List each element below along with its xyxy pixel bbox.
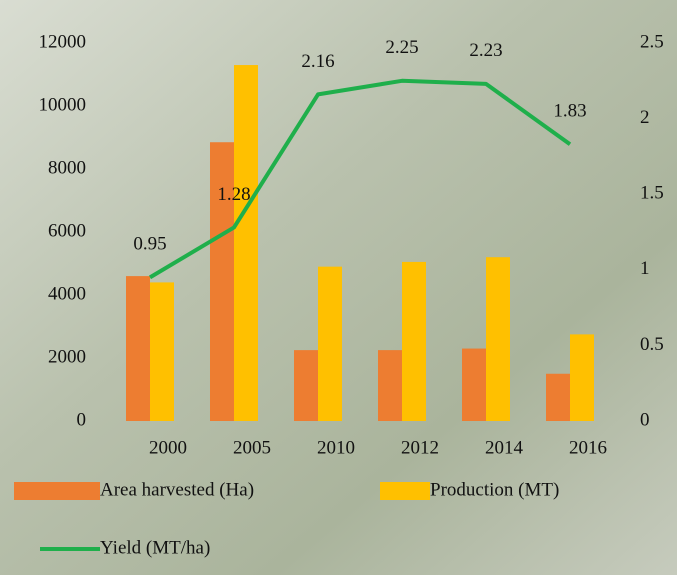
y2-tick-label: 0 [640,409,650,430]
y-tick-label: 8000 [48,157,86,178]
data-label: 2.23 [469,40,502,61]
bar [570,334,594,421]
x-tick-label: 2010 [317,437,355,458]
legend-label: Area harvested (Ha) [100,479,254,500]
data-label: 2.16 [301,51,334,72]
legend-label: Yield (MT/ha) [100,537,210,558]
y2-tick-label: 2 [640,107,650,128]
y-tick-label: 6000 [48,220,86,241]
x-tick-label: 2016 [569,437,607,458]
y2-tick-label: 2.5 [640,31,664,52]
x-tick-label: 2000 [149,437,187,458]
data-label: 2.25 [385,37,418,58]
y-tick-label: 4000 [48,283,86,304]
x-tick-label: 2014 [485,437,524,458]
y-tick-label: 10000 [39,94,87,115]
data-label: 0.95 [133,234,166,255]
data-label: 1.28 [217,184,250,205]
y2-tick-label: 1 [640,258,650,279]
y-tick-label: 12000 [39,31,87,52]
bar [546,373,570,421]
bar [486,257,510,421]
y2-tick-label: 0.5 [640,334,664,355]
y2-tick-label: 1.5 [640,183,664,204]
y-tick-label: 0 [77,409,87,430]
data-label: 1.83 [553,101,586,122]
bar [294,350,318,421]
legend-swatch [14,482,100,500]
bar [378,350,402,421]
x-tick-label: 2005 [233,437,271,458]
bar [462,348,486,421]
legend-swatch [380,482,430,500]
bar [402,261,426,421]
x-tick-label: 2012 [401,437,439,458]
legend-label: Production (MT) [430,479,559,500]
bar [234,65,258,422]
bar [210,142,234,421]
line [148,78,572,280]
y-tick-label: 2000 [48,346,86,367]
bar [318,266,342,421]
bar [150,282,174,421]
bar [126,276,150,421]
